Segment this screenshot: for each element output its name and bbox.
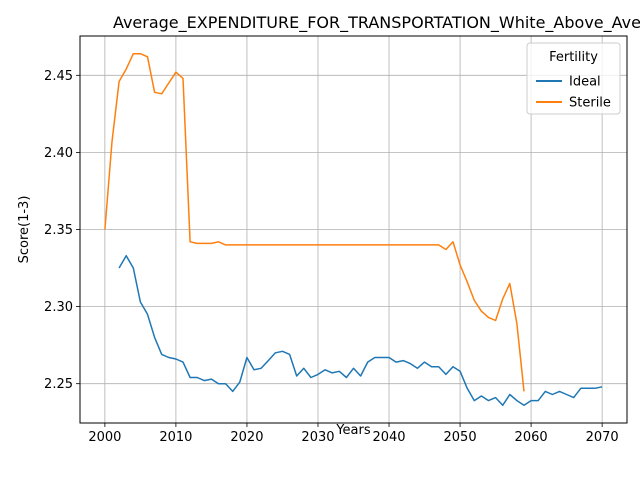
- legend: Fertility Ideal Sterile: [527, 43, 620, 114]
- x-tick-label: 2010: [159, 430, 192, 445]
- axes: 2000 2010 2020 2030 2040 2050 2060 2070 2.25 2.30…: [44, 69, 619, 445]
- y-tick-label: 2.35: [44, 223, 73, 238]
- x-tick-label: 2040: [372, 430, 405, 445]
- x-tick-label: 2020: [230, 430, 263, 445]
- x-tick-label: 2030: [301, 430, 334, 445]
- legend-title: Fertility: [549, 50, 598, 65]
- y-axis-label: Score(1-3): [17, 196, 32, 264]
- series-line-ideal: [119, 256, 602, 406]
- legend-label-ideal: Ideal: [569, 75, 601, 90]
- y-tick-label: 2.40: [44, 146, 73, 161]
- x-tick-label: 2060: [515, 430, 548, 445]
- y-tick-label: 2.25: [44, 377, 73, 392]
- x-tick-label: 2000: [88, 430, 121, 445]
- y-tick-label: 2.30: [44, 300, 73, 315]
- y-tick-label: 2.45: [44, 69, 73, 84]
- chart-title: Average_EXPENDITURE_FOR_TRANSPORTATION_W…: [113, 13, 640, 33]
- x-tick-label: 2050: [444, 430, 477, 445]
- series-sterile: [105, 54, 524, 392]
- series-line-sterile: [105, 54, 524, 392]
- series-ideal: [119, 256, 602, 406]
- x-axis-label: Years: [335, 423, 371, 438]
- x-tick-label: 2070: [586, 430, 619, 445]
- legend-label-sterile: Sterile: [569, 96, 611, 111]
